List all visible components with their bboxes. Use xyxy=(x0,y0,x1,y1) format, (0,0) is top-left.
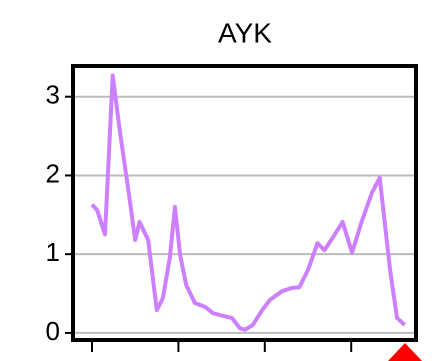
y-tick-label: 2 xyxy=(46,158,60,188)
plot-frame xyxy=(71,64,418,342)
chart-title: AYK xyxy=(218,17,272,48)
y-tick-label: 3 xyxy=(46,80,60,110)
data-line xyxy=(90,73,407,332)
y-tick-label: 1 xyxy=(46,237,60,267)
marker-triangle xyxy=(388,343,422,361)
y-tick-label: 0 xyxy=(46,316,60,346)
